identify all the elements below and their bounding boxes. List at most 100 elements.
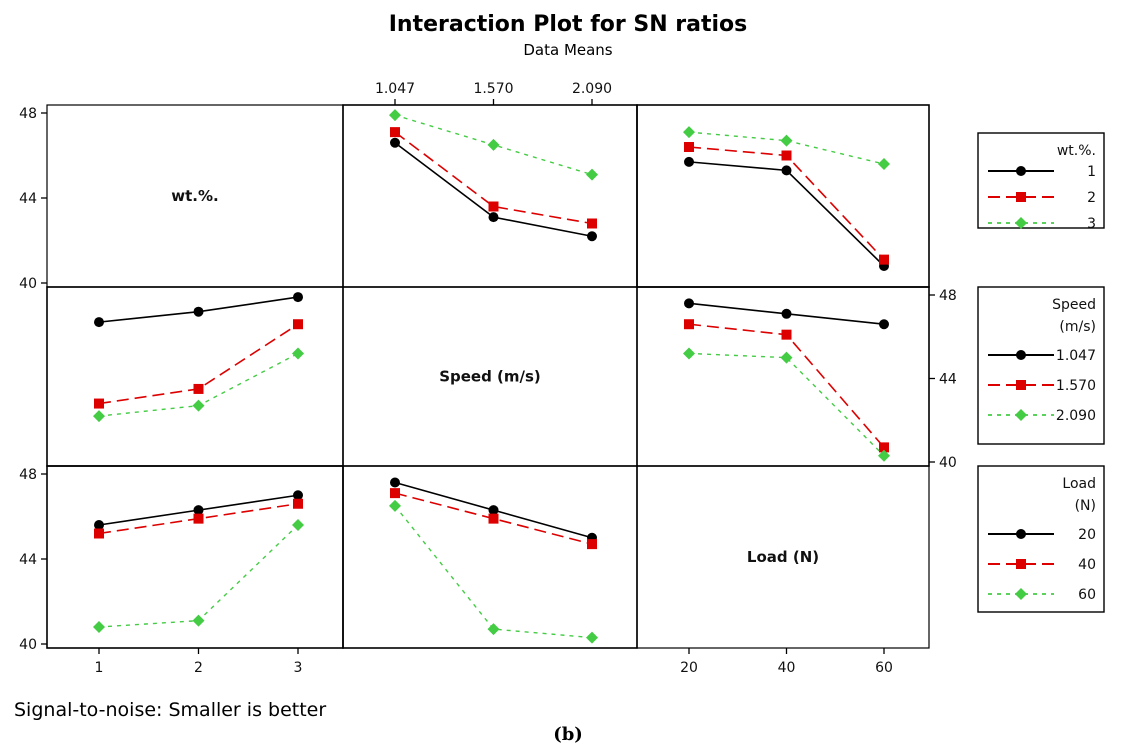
legend-marker-1-2 xyxy=(1015,409,1027,421)
data-point-0-1-0-2 xyxy=(587,231,597,242)
figure-caption: (b) xyxy=(553,724,583,745)
legend-label-2-1: 40 xyxy=(1078,557,1096,573)
legend-marker-2-0 xyxy=(1016,529,1026,539)
legend-0: wt.%. 1 2 3 xyxy=(977,132,1105,232)
y-tick-label-2-2: 48 xyxy=(19,467,37,483)
legend-label-0-0: 1 xyxy=(1087,164,1096,180)
data-point-1-2-1-2 xyxy=(879,442,889,453)
x-tick-label-2-2: 60 xyxy=(875,660,893,676)
data-point-1-0-2-2 xyxy=(292,347,304,360)
legend-title-1-1: (m/s) xyxy=(1059,319,1096,335)
data-point-0-1-1-0 xyxy=(390,127,400,138)
data-point-2-1-1-0 xyxy=(390,488,400,499)
data-point-2-0-1-2 xyxy=(293,498,303,509)
data-point-1-0-0-2 xyxy=(293,292,303,303)
data-point-1-2-1-0 xyxy=(684,319,694,330)
legend-title-2-1: (N) xyxy=(1075,498,1096,514)
legend-marker-2-2 xyxy=(1015,588,1027,600)
series-line-0-2-0 xyxy=(688,161,885,267)
legend-box-2 xyxy=(977,465,1105,613)
data-point-0-2-2-0 xyxy=(683,126,695,139)
data-point-0-2-2-2 xyxy=(878,158,890,170)
data-point-2-0-0-2 xyxy=(293,490,303,501)
data-point-2-1-1-2 xyxy=(587,539,597,550)
panel-frame-2-2 xyxy=(636,465,930,649)
data-point-1-0-2-0 xyxy=(93,410,105,423)
diagonal-label-0: wt.%. xyxy=(171,187,218,205)
legend-label-2-0: 20 xyxy=(1078,527,1096,543)
x-tick-label-1-0: 1.047 xyxy=(375,81,415,97)
series-line-0-1-0 xyxy=(394,142,593,238)
y-tick-label-1-1: 44 xyxy=(939,372,957,388)
legend-title-1-0: Speed xyxy=(1052,297,1096,313)
data-point-0-1-2-0 xyxy=(389,109,401,122)
legend-title-0-0: wt.%. xyxy=(1057,143,1096,159)
x-tick-label-1-2: 2.090 xyxy=(572,81,612,97)
series-line-0-2-2 xyxy=(688,131,885,165)
data-point-0-2-0-1 xyxy=(781,165,792,176)
chart-title: Interaction Plot for SN ratios xyxy=(389,12,748,37)
panel-frame-0-1 xyxy=(342,104,638,288)
legend-marker-0-2 xyxy=(1015,217,1027,229)
x-tick-label-2-1: 40 xyxy=(778,660,796,676)
data-point-1-0-1-1 xyxy=(193,383,204,394)
y-tick-label-1-0: 40 xyxy=(939,455,957,471)
footnote: Signal-to-noise: Smaller is better xyxy=(14,699,326,721)
legend-marker-0-0 xyxy=(1016,166,1026,176)
data-point-1-0-0-1 xyxy=(193,306,204,317)
legend-1: Speed (m/s) 1.047 1.570 2.090 xyxy=(977,286,1105,445)
diagonal-label-2: Load (N) xyxy=(747,548,819,566)
data-point-1-2-2-1 xyxy=(780,351,793,364)
y-tick-label-1-2: 48 xyxy=(939,288,957,304)
y-tick-label-2-0: 40 xyxy=(19,637,37,653)
data-point-2-1-2-0 xyxy=(389,499,401,512)
legend-label-2-2: 60 xyxy=(1078,587,1096,603)
data-point-2-0-1-0 xyxy=(94,528,104,539)
y-tick-label-0-1: 44 xyxy=(19,191,37,207)
legend-title-2-0: Load xyxy=(1062,476,1096,492)
data-point-2-0-2-2 xyxy=(292,519,304,531)
data-point-1-0-0-0 xyxy=(94,317,104,328)
data-point-2-1-2-2 xyxy=(586,631,598,644)
data-point-1-0-1-2 xyxy=(293,319,303,330)
series-line-2-1-2 xyxy=(394,505,593,639)
data-point-2-0-2-1 xyxy=(192,614,205,627)
data-point-1-0-1-0 xyxy=(94,398,104,409)
legend-marker-2-1 xyxy=(1016,559,1026,569)
y-tick-label-0-2: 48 xyxy=(19,106,37,122)
data-point-0-1-1-2 xyxy=(587,218,597,229)
data-point-1-0-2-1 xyxy=(192,399,205,412)
legend-box-1 xyxy=(977,286,1105,445)
series-line-2-0-2 xyxy=(98,524,299,628)
y-tick-label-0-0: 40 xyxy=(19,276,37,292)
data-point-1-2-0-2 xyxy=(879,319,889,330)
data-point-0-1-1-1 xyxy=(488,201,499,212)
data-point-2-0-1-1 xyxy=(193,513,204,524)
x-tick-label-0-2: 3 xyxy=(294,660,303,676)
legend-label-0-1: 2 xyxy=(1087,190,1096,206)
legend-area: wt.%. 1 2 3 Speed (m/s) 1.047 1.570 2.090 Load (N)… xyxy=(977,132,1105,613)
data-point-1-2-2-0 xyxy=(683,347,695,360)
data-point-0-1-2-1 xyxy=(487,138,500,151)
legend-marker-1-1 xyxy=(1016,380,1026,390)
legend-2: Load (N) 20 40 60 xyxy=(977,465,1105,613)
data-point-0-2-1-0 xyxy=(684,142,694,152)
legend-marker-0-1 xyxy=(1016,192,1026,202)
data-point-1-2-0-0 xyxy=(684,298,694,309)
data-point-2-0-0-1 xyxy=(193,505,204,516)
data-point-2-1-1-1 xyxy=(488,513,499,524)
data-point-1-2-1-1 xyxy=(781,329,792,340)
data-point-0-2-1-1 xyxy=(781,150,792,161)
y-tick-label-2-1: 44 xyxy=(19,552,37,568)
data-point-2-1-0-1 xyxy=(488,505,499,516)
series-line-0-1-1 xyxy=(394,131,593,225)
data-point-2-0-0-0 xyxy=(94,520,104,530)
x-tick-label-1-1: 1.570 xyxy=(473,81,513,97)
x-tick-label-2-0: 20 xyxy=(680,660,698,676)
data-point-2-1-0-0 xyxy=(390,477,400,488)
data-point-0-1-0-0 xyxy=(390,137,400,148)
series-line-1-2-1 xyxy=(688,323,885,448)
data-point-0-2-2-1 xyxy=(780,134,793,147)
legend-label-1-1: 1.570 xyxy=(1056,378,1096,394)
